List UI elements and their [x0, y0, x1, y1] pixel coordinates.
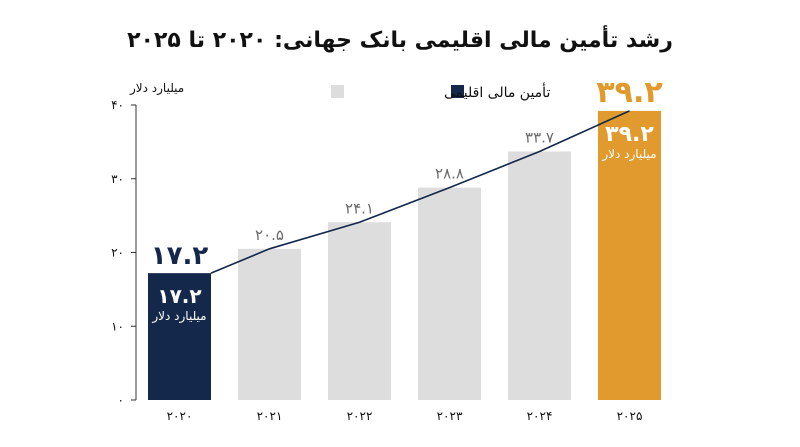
legend-swatch-climate-finance — [331, 85, 344, 98]
y-axis: ۰ ۱۰ ۲۰ ۳۰ ۴۰ — [111, 98, 136, 407]
x-tick-label: ۲۰۲۰ — [167, 409, 193, 423]
data-label: ۳۳.۷ — [525, 128, 554, 146]
x-tick-label: ۲۰۲۴ — [527, 409, 553, 423]
x-axis: ۲۰۲۰ ۲۰۲۱ ۲۰۲۲ ۲۰۲۳ ۲۰۲۴ ۲۰۲۵ — [167, 409, 643, 423]
data-label: ۱۷.۲ — [151, 241, 209, 271]
bar — [418, 187, 481, 400]
legend-swatch-highlight — [451, 85, 464, 98]
chart-title: رشد تأمین مالی اقلیمی بانک جهانی: ۲۰۲۰ ت… — [127, 24, 673, 53]
y-tick-label: ۴۰ — [111, 98, 124, 112]
y-tick-label: ۱۰ — [111, 319, 124, 333]
data-label: ۲۴.۱ — [345, 199, 374, 217]
data-label: ۲۰.۵ — [255, 226, 284, 244]
bar — [328, 222, 391, 400]
x-tick-label: ۲۰۲۲ — [347, 409, 373, 423]
x-tick-label: ۲۰۲۳ — [437, 409, 463, 423]
data-label: ۲۸.۸ — [435, 165, 464, 183]
bar — [598, 110, 661, 401]
y-tick-label: ۳۰ — [111, 172, 124, 186]
x-tick-label: ۲۰۲۵ — [617, 409, 643, 423]
trend-line — [210, 110, 630, 274]
bar — [508, 151, 571, 400]
data-label: ۳۹.۲ — [596, 75, 662, 110]
legend: تأمین مالی اقلیمی — [331, 82, 550, 101]
data-label-inside: ۳۹.۲ — [605, 122, 654, 147]
bar — [238, 248, 301, 400]
x-tick-label: ۲۰۲۱ — [257, 409, 283, 423]
bars — [148, 110, 661, 401]
data-label-unit: میلیارد دلار — [151, 309, 206, 324]
data-label-unit: میلیارد دلار — [601, 147, 656, 162]
y-tick-label: ۰ — [118, 393, 124, 407]
y-tick-label: ۲۰ — [111, 246, 124, 260]
legend-label-climate-finance: تأمین مالی اقلیمی — [444, 82, 550, 101]
bar — [148, 273, 211, 400]
data-label-inside: ۱۷.۲ — [157, 284, 201, 308]
y-axis-unit-label: میلیارد دلار — [129, 81, 184, 96]
